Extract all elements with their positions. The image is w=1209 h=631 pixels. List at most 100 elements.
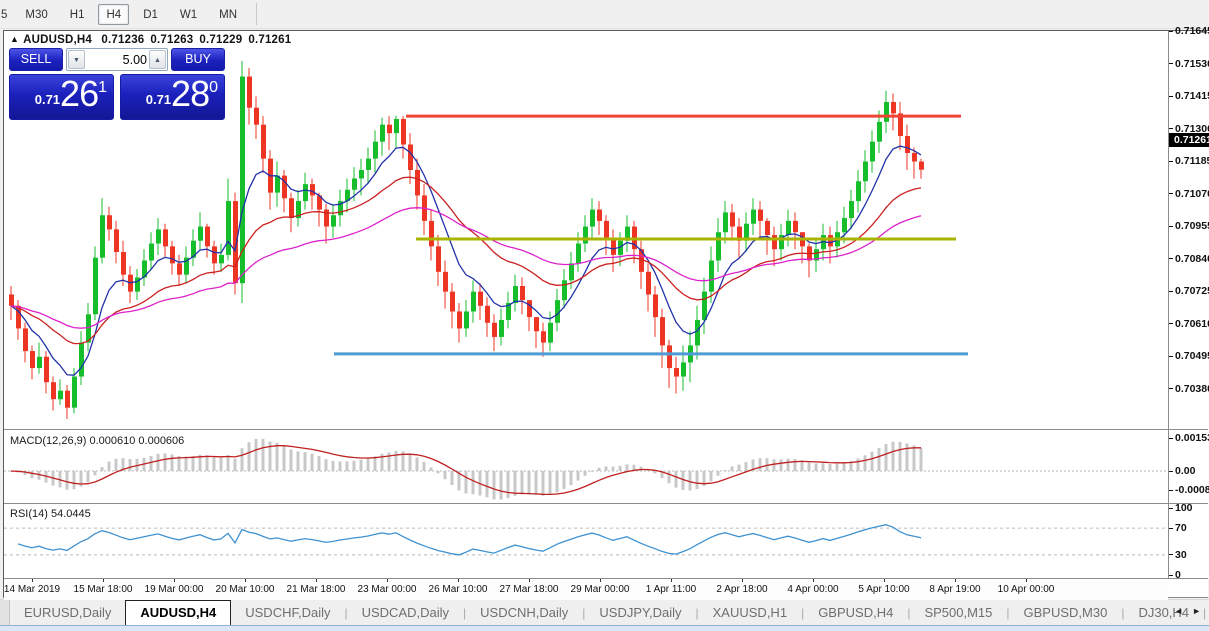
time-axis-label: 2 Apr 18:00 — [716, 584, 768, 595]
price-axis-label: 0.70495 — [1175, 350, 1209, 363]
ohlc-high: 0.71263 — [150, 34, 194, 46]
current-price-tag: 0.71261 — [1169, 132, 1209, 147]
timeframe-button-m30[interactable]: M30 — [25, 9, 48, 21]
tab-separator: | — [1006, 606, 1010, 620]
chart-window: ▲ AUDUSD,H4 0.71236 0.71263 0.71229 0.71261 … — [3, 25, 1209, 600]
time-axis-label: 20 Mar 10:00 — [215, 584, 275, 595]
ohlc-low: 0.71229 — [199, 34, 243, 46]
volume-input[interactable] — [87, 50, 147, 69]
tab-separator: | — [1121, 606, 1125, 620]
tab-separator: | — [801, 606, 805, 620]
time-axis-tick — [387, 579, 388, 582]
macd-axis-label-tick — [1169, 437, 1173, 439]
price-axis-separator — [1168, 31, 1169, 578]
tab-separator: | — [344, 606, 348, 620]
tab-separator: | — [1203, 606, 1207, 620]
macd-axis-label: -0.000835 — [1175, 484, 1209, 496]
timeframe-toolbar: 5 M30 H1 H4 D1 W1 MN — [0, 0, 1209, 29]
chart-tab-gbpusd-h4[interactable]: GBPUSD,H4 — [818, 605, 894, 620]
rsi-axis-label-tick — [1169, 527, 1173, 529]
buy-price-big: 28 — [171, 73, 210, 114]
time-axis-tick — [32, 579, 33, 582]
time-axis-tick — [316, 579, 317, 582]
timeframe-button-mn[interactable]: MN — [219, 9, 238, 21]
time-axis-tick — [600, 579, 601, 582]
time-axis-label: 8 Apr 19:00 — [929, 584, 981, 595]
timeframe-button-h4[interactable]: H4 — [98, 4, 130, 25]
price-axis-label-tick — [1169, 128, 1173, 130]
timeframe-button-h1[interactable]: H1 — [69, 9, 85, 21]
macd-axis-label-tick — [1169, 489, 1173, 491]
price-axis-label: 0.70955 — [1175, 220, 1209, 233]
time-axis-label: 19 Mar 00:00 — [144, 584, 204, 595]
macd-axis-label: 0.00 — [1175, 465, 1196, 477]
buy-button[interactable]: BUY — [171, 48, 225, 71]
price-axis-label-tick — [1169, 95, 1173, 97]
price-axis-label-tick — [1169, 63, 1173, 65]
timeframe-button-w1[interactable]: W1 — [179, 9, 198, 21]
rsi-axis-label: 100 — [1175, 502, 1193, 514]
macd-pane-divider[interactable] — [4, 429, 1208, 430]
chart-ohlc-header: ▲ AUDUSD,H4 0.71236 0.71263 0.71229 0.71261 — [10, 34, 297, 46]
direction-up-icon: ▲ — [10, 34, 20, 44]
tab-scroll-right-icon[interactable]: ► — [1192, 606, 1201, 616]
macd-label: MACD(12,26,9) 0.000610 0.000606 — [10, 435, 185, 447]
time-axis-label: 29 Mar 00:00 — [570, 584, 630, 595]
sell-button[interactable]: SELL — [9, 48, 63, 71]
time-axis-label: 1 Apr 11:00 — [645, 584, 697, 595]
chart-tab-gbpusd-m30[interactable]: GBPUSD,M30 — [1023, 605, 1108, 620]
time-axis: 14 Mar 2019 15 Mar 18:00 19 Mar 00:00 20 Ma… — [4, 579, 1168, 600]
chart-tab-xauusd-h1[interactable]: XAUUSD,H1 — [712, 605, 788, 620]
chart-canvas — [4, 61, 1168, 556]
time-axis-label: 5 Apr 10:00 — [858, 584, 910, 595]
chart-tab-audusd-h4[interactable]: AUDUSD,H4 — [125, 600, 232, 625]
rsi-axis-label-tick — [1169, 574, 1173, 576]
time-axis-label: 10 Apr 00:00 — [997, 584, 1055, 595]
timeframe-button-d1[interactable]: D1 — [143, 9, 158, 21]
ohlc-close: 0.71261 — [248, 34, 292, 46]
toolbar-separator — [256, 3, 258, 25]
sell-price-sup: 1 — [98, 79, 107, 96]
chart-tab-usdcad-daily[interactable]: USDCAD,Daily — [361, 605, 450, 620]
time-axis-tick — [529, 579, 530, 582]
timeframe-button-5[interactable]: 5 — [1, 9, 8, 21]
chart-tab-dj30-h4[interactable]: DJ30,H4 — [1138, 605, 1190, 620]
time-axis-label: 27 Mar 18:00 — [499, 584, 559, 595]
sell-price-big: 26 — [60, 73, 99, 114]
time-axis-label: 26 Mar 10:00 — [428, 584, 488, 595]
volume-increase-button[interactable]: ▲ — [149, 50, 166, 69]
chart-tab-sp500-m15[interactable]: SP500,M15 — [924, 605, 993, 620]
chart-tab-eurusd-daily[interactable]: EURUSD,Daily — [24, 605, 112, 620]
time-axis-tick — [955, 579, 956, 582]
buy-price-small: 0.71 — [145, 92, 172, 107]
price-axis-label-tick — [1169, 290, 1173, 292]
status-strip — [0, 625, 1209, 631]
time-axis-tick — [742, 579, 743, 582]
volume-decrease-button[interactable]: ▼ — [68, 50, 85, 69]
macd-axis-label: 0.001538 — [1175, 432, 1209, 444]
rsi-axis-label-tick — [1169, 507, 1173, 509]
price-axis-label-tick — [1169, 258, 1173, 260]
time-axis-label: 14 Mar 2019 — [3, 584, 61, 595]
buy-price-sup: 0 — [209, 79, 218, 96]
chart-tab-usdjpy-daily[interactable]: USDJPY,Daily — [599, 605, 682, 620]
price-axis-label: 0.70725 — [1175, 285, 1209, 298]
rsi-axis-label: 30 — [1175, 548, 1187, 561]
tab-scroll-left-icon[interactable]: ◄ — [1174, 606, 1183, 616]
price-axis-label-tick — [1169, 160, 1173, 162]
rsi-label: RSI(14) 54.0445 — [10, 508, 91, 520]
buy-price-box[interactable]: 0.71280 — [120, 73, 225, 120]
rsi-pane-divider[interactable] — [4, 503, 1208, 504]
sell-price-box[interactable]: 0.71261 — [9, 73, 114, 120]
price-axis-label: 0.71185 — [1175, 155, 1209, 168]
tab-separator: | — [695, 606, 699, 620]
price-axis-label-tick — [1169, 388, 1173, 390]
price-axis-label-tick — [1169, 355, 1173, 357]
chart-tab-usdchf-daily[interactable]: USDCHF,Daily — [245, 605, 331, 620]
chart-tab-bar: EURUSD,Daily AUDUSD,H4 USDCHF,Daily | USDCAD… — [0, 599, 1209, 625]
chart-tab-usdcnh-daily[interactable]: USDCNH,Daily — [480, 605, 569, 620]
